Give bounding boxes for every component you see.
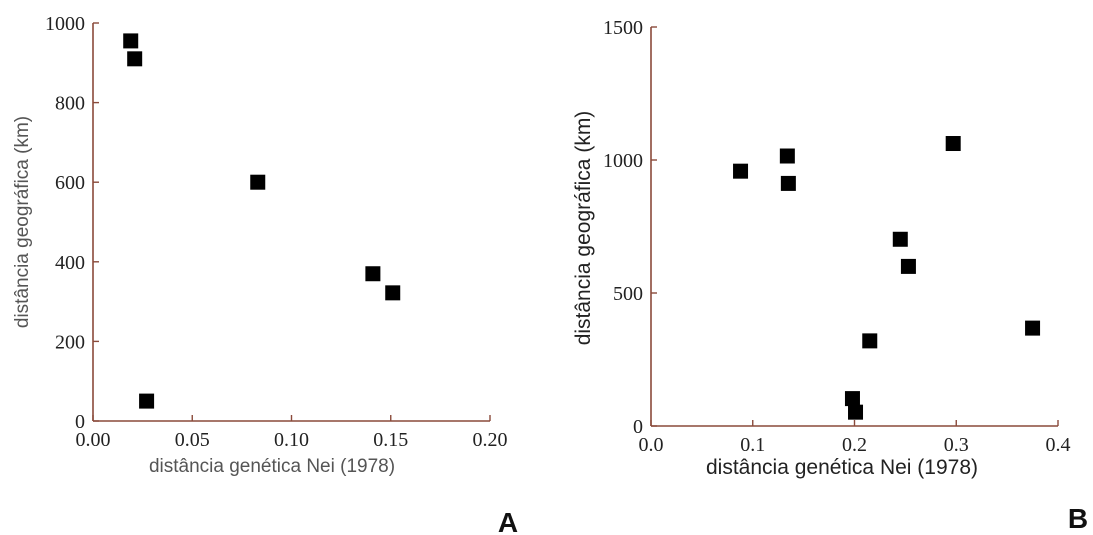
panel-a-y-tick-label: 0 — [75, 411, 85, 433]
panel-a-label: A — [498, 507, 518, 535]
panel-a-x-tick-label: 0.00 — [76, 429, 111, 451]
panel-b-y-tick-label: 500 — [613, 283, 643, 305]
panel-b-data-point — [848, 404, 864, 420]
panel-a-y-tick-label: 200 — [55, 331, 85, 353]
panel-b-data-point — [1025, 320, 1041, 336]
panel-a-x-tick-label: 0.05 — [175, 429, 210, 451]
panel-a-data-point — [127, 51, 143, 67]
panel-b-data-point — [862, 333, 878, 349]
panel-b-data-point — [900, 258, 916, 274]
panel-b-markers — [733, 136, 1041, 420]
panel-b-data-point — [892, 231, 908, 247]
panel-b-y-tick-label: 1000 — [603, 150, 643, 172]
panel-a-y-axis-label: distância geográfica (km) — [12, 116, 33, 328]
panel-a-markers — [123, 33, 401, 409]
panel-a-data-point — [385, 285, 401, 301]
panel-b-data-point — [779, 148, 795, 164]
panel-a-y-tick-label: 400 — [55, 252, 85, 274]
chart-panel-a: 0.00 0.05 0.10 0.15 0.20 0 200 400 600 800 1000 di… — [12, 13, 518, 535]
panel-b-x-tick-label: 0.2 — [842, 434, 867, 456]
panel-b-data-point — [733, 163, 749, 179]
panel-b-y-tick-label: 0 — [633, 416, 643, 438]
panel-b-data-point — [945, 136, 961, 152]
panel-a-y-tick-label: 600 — [55, 172, 85, 194]
panel-a-y-tick-label: 1000 — [45, 13, 85, 35]
panel-b-data-point — [844, 391, 860, 407]
panel-b-x-tick-label: 0.1 — [740, 434, 765, 456]
panel-a-data-point — [123, 33, 139, 49]
panel-a-y-tick-label: 800 — [55, 93, 85, 115]
panel-b-x-tick-label: 0.4 — [1046, 434, 1071, 456]
panel-a-data-point — [139, 393, 155, 409]
panel-b-x-tick-label: 0.0 — [639, 434, 664, 456]
panel-a-x-tick-label: 0.10 — [274, 429, 309, 451]
panel-a-data-point — [250, 174, 266, 190]
panel-b-label: B — [1068, 503, 1088, 534]
chart-panel-b: 0.0 0.1 0.2 0.3 0.4 0 500 1000 1500 distância ge… — [572, 17, 1088, 534]
panel-b-y-axis-label: distância geográfica (km) — [572, 111, 595, 346]
panel-a-x-tick-label: 0.20 — [473, 429, 508, 451]
panel-b-data-point — [780, 175, 796, 191]
panel-a-x-axis-label: distância genética Nei (1978) — [149, 456, 395, 477]
panel-a-x-tick-label: 0.15 — [373, 429, 408, 451]
panel-b-x-axis-label: distância genética Nei (1978) — [706, 456, 978, 479]
panel-b-y-tick-label: 1500 — [603, 17, 643, 39]
panel-a-data-point — [365, 266, 381, 282]
panel-a-ticks: 0.00 0.05 0.10 0.15 0.20 0 200 400 600 800 1000 — [45, 13, 508, 451]
panel-b-ticks: 0.0 0.1 0.2 0.3 0.4 0 500 1000 1500 — [603, 17, 1071, 456]
panel-b-x-tick-label: 0.3 — [944, 434, 969, 456]
